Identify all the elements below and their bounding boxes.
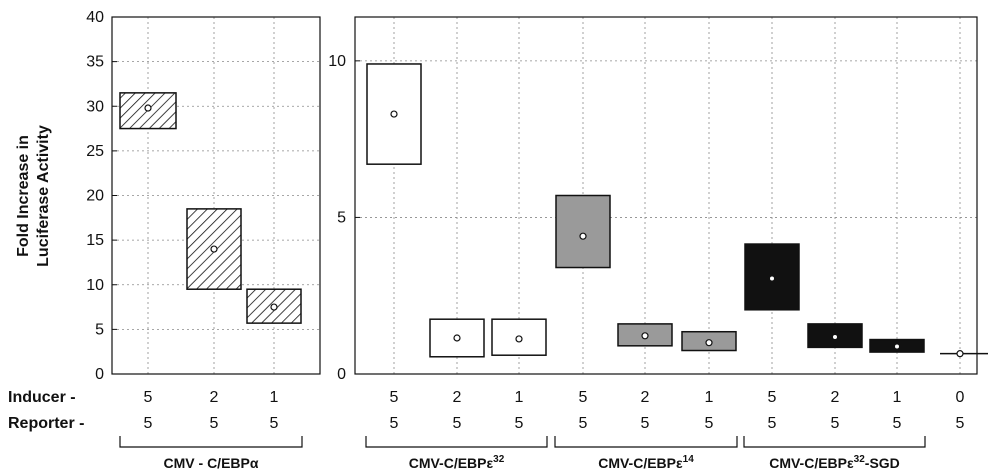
group-label: CMV-C/EBPε14 [598,454,694,471]
reporter-value: 5 [390,415,399,432]
right-y-tick-label: 0 [337,366,346,383]
left-y-tick-label: 0 [95,366,104,383]
inducer-value: 5 [579,389,588,406]
group-label: CMV-C/EBPε32-SGD [769,454,900,471]
reporter-value: 5 [144,415,153,432]
left-y-tick-label: 5 [95,321,104,338]
group-bracket [743,436,926,448]
inducer-value: 5 [390,389,399,406]
inducer-value: 5 [768,389,777,406]
inducer-value: 1 [515,389,524,406]
right-grid [355,17,977,374]
reporter-value: 5 [210,415,219,432]
group-label: CMV-C/EBPε32 [409,454,505,471]
right-y-tick-label: 10 [328,53,346,70]
group-label: CMV - C/EBPα [164,455,259,471]
group-bracket [119,436,303,448]
right-boxes [366,63,988,358]
left-y-tick-label: 15 [86,232,104,249]
reporter-value: 5 [270,415,279,432]
inducer-value: 1 [893,389,902,406]
reporter-value: 5 [579,415,588,432]
mean-marker-right-3 [579,232,587,240]
reporter-value: 5 [831,415,840,432]
right-y-tick-label: 5 [337,209,346,226]
right-plot-frame [354,16,978,375]
reporter-value: 5 [768,415,777,432]
mean-marker-right-0 [390,110,398,118]
inducer-value: 2 [831,389,840,406]
inducer-value: 1 [270,389,279,406]
left-y-tick-label: 40 [86,9,104,26]
mean-marker-left-2 [270,303,278,311]
inducer-value: 0 [956,389,965,406]
right-category-labels: 5 5 2 5 1 5 5 5 2 5 1 5 5 5 2 5 1 5 0 5 [390,389,965,432]
y-axis-title: Fold Increase in Luciferase Activity [15,125,52,267]
left-y-tick-label: 20 [86,188,104,205]
reporter-value: 5 [705,415,714,432]
mean-marker-right-7 [833,335,837,340]
y-axis-title-line-1: Fold Increase in [15,135,32,257]
left-y-tick-label: 25 [86,143,104,160]
reporter-value: 5 [515,415,524,432]
mean-marker-right-4 [641,332,649,340]
reporter-value: 5 [641,415,650,432]
reporter-row-label: Reporter - [8,415,84,432]
group-bracket [365,436,548,448]
group-bracket [554,436,738,448]
left-y-tick-label: 35 [86,54,104,71]
mean-marker-right-9 [956,350,964,358]
mean-marker-right-8 [895,344,899,349]
reporter-value: 5 [453,415,462,432]
box-right-3 [555,194,611,269]
left-group-brackets: CMV - C/EBPα [119,436,303,471]
left-y-ticks: 0 5 10 15 20 25 30 35 40 [86,9,117,383]
inducer-value: 2 [210,389,219,406]
inducer-value: 2 [453,389,462,406]
box-right-1 [429,318,485,358]
left-boxes [119,92,302,324]
right-y-ticks: 0 5 10 [328,53,360,383]
inducer-value: 5 [144,389,153,406]
mean-marker-left-0 [144,104,152,112]
left-y-tick-label: 30 [86,98,104,115]
mean-marker-right-1 [453,334,461,342]
mean-marker-right-6 [770,276,774,281]
left-y-tick-label: 10 [86,277,104,294]
mean-marker-right-5 [705,339,713,347]
box-right-2 [491,318,547,356]
y-axis-title-line-2: Luciferase Activity [35,125,52,267]
left-category-labels: 5 5 2 5 1 5 [144,389,279,432]
reporter-value: 5 [956,415,965,432]
inducer-row-label: Inducer - [8,389,76,406]
inducer-value: 1 [705,389,714,406]
reporter-value: 5 [893,415,902,432]
mean-marker-right-2 [515,335,523,343]
mean-marker-left-1 [210,245,218,253]
inducer-value: 2 [641,389,650,406]
right-group-brackets: CMV-C/EBPε32 CMV-C/EBPε14 CMV-C/EBPε32-SGD [365,436,926,471]
